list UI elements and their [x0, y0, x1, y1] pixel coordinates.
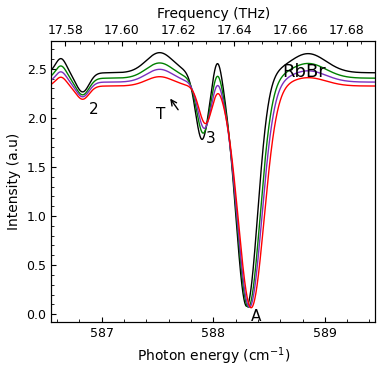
Text: A: A [251, 309, 261, 324]
Text: RbBr: RbBr [282, 63, 326, 81]
X-axis label: Photon energy (cm$^{-1}$): Photon energy (cm$^{-1}$) [136, 346, 290, 367]
Y-axis label: Intensity (a.u): Intensity (a.u) [7, 133, 21, 230]
X-axis label: Frequency (THz): Frequency (THz) [157, 7, 270, 21]
Text: 3: 3 [206, 131, 216, 147]
Text: T: T [156, 107, 165, 122]
Text: 2: 2 [89, 102, 99, 117]
